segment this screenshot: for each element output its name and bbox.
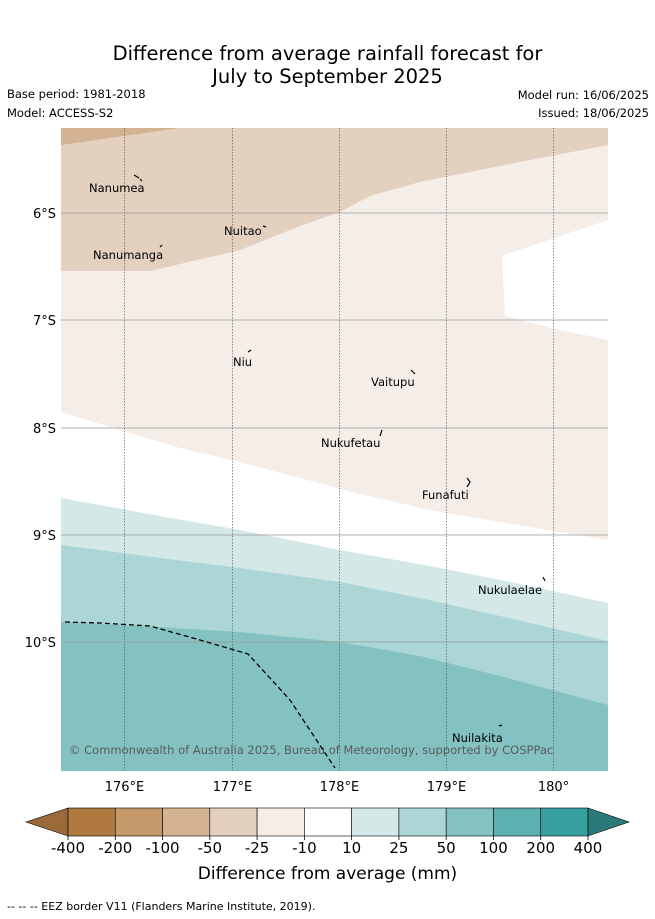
copyright-text: © Commonwealth of Australia 2025, Bureau… bbox=[69, 743, 553, 757]
colorbar-tick-label: 50 bbox=[437, 839, 456, 857]
contour-band-white-hole bbox=[502, 220, 608, 340]
colorbar: -400 -200 -100 -50 -25 -10 10 25 50 100 200 400 bbox=[25, 807, 630, 857]
lat-tick-10s: 10°S bbox=[25, 636, 56, 651]
colorbar-segment bbox=[162, 807, 211, 837]
contour-band-dark-brown bbox=[61, 128, 180, 145]
base-period-label: Base period: 1981-2018 bbox=[7, 87, 146, 101]
place-label-nuitao: Nuitao bbox=[224, 224, 262, 238]
contour-band-dark-teal bbox=[61, 622, 608, 771]
colorbar-tick-label: 25 bbox=[389, 839, 408, 857]
eez-border-line bbox=[64, 621, 336, 769]
colorbar-segment bbox=[398, 807, 447, 837]
colorbar-segment bbox=[445, 807, 494, 837]
place-label-nukufetau: Nukufetau bbox=[321, 436, 380, 450]
place-label-nanumanga: Nanumanga bbox=[93, 248, 163, 262]
place-label-nanumea: Nanumea bbox=[89, 181, 145, 195]
place-label-nukulaelae: Nukulaelae bbox=[478, 583, 542, 597]
colorbar-tick-label: -200 bbox=[98, 839, 132, 857]
lat-tick-8s: 8°S bbox=[33, 422, 56, 437]
lat-tick-9s: 9°S bbox=[33, 529, 56, 544]
eez-footer-note: -- -- -- EEZ border V11 (Flanders Marine… bbox=[7, 900, 316, 913]
colorbar-segment bbox=[540, 807, 589, 837]
place-label-nuilakita: Nuilakita bbox=[452, 731, 503, 745]
place-label-funafuti: Funafuti bbox=[422, 488, 469, 502]
lon-tick-176e: 176°E bbox=[105, 780, 145, 795]
colorbar-tick-label: 400 bbox=[574, 839, 603, 857]
colorbar-segment bbox=[67, 807, 116, 837]
colorbar-tick-label: 200 bbox=[526, 839, 555, 857]
lat-tick-6s: 6°S bbox=[33, 207, 56, 222]
colorbar-tick-label: -400 bbox=[51, 839, 85, 857]
map-title-line2: July to September 2025 bbox=[212, 65, 443, 88]
lon-tick-178e: 178°E bbox=[320, 780, 360, 795]
lat-tick-7s: 7°S bbox=[33, 314, 56, 329]
map-gridlines bbox=[61, 128, 608, 771]
model-run-label: Model run: 16/06/2025 bbox=[517, 88, 649, 102]
colorbar-segment bbox=[209, 807, 258, 837]
lon-tick-177e: 177°E bbox=[213, 780, 253, 795]
colorbar-tick-label: 10 bbox=[342, 839, 361, 857]
colorbar-tick-label: -100 bbox=[146, 839, 180, 857]
place-label-vaitupu: Vaitupu bbox=[371, 375, 415, 389]
colorbar-segment bbox=[114, 807, 163, 837]
map-title-line1: Difference from average rainfall forecas… bbox=[112, 42, 543, 65]
colorbar-segment bbox=[493, 807, 542, 837]
colorbar-extend-low bbox=[25, 807, 69, 837]
colorbar-tick-label: -50 bbox=[198, 839, 223, 857]
colorbar-extend-high bbox=[587, 807, 630, 837]
island-shapes bbox=[133, 174, 546, 727]
colorbar-tick-label: -25 bbox=[245, 839, 270, 857]
colorbar-segment bbox=[304, 807, 352, 837]
model-label: Model: ACCESS-S2 bbox=[7, 106, 114, 120]
colorbar-tick-label: -10 bbox=[292, 839, 317, 857]
contour-band-medium-brown bbox=[61, 128, 608, 271]
place-label-niu: Niu bbox=[233, 355, 252, 369]
colorbar-tick-label: 100 bbox=[479, 839, 508, 857]
colorbar-xlabel: Difference from average (mm) bbox=[197, 864, 458, 884]
issued-label: Issued: 18/06/2025 bbox=[538, 106, 649, 120]
lon-tick-180: 180° bbox=[538, 780, 569, 795]
colorbar-segment bbox=[256, 807, 305, 837]
colorbar-segment bbox=[351, 807, 400, 837]
lon-tick-179e: 179°E bbox=[427, 780, 467, 795]
